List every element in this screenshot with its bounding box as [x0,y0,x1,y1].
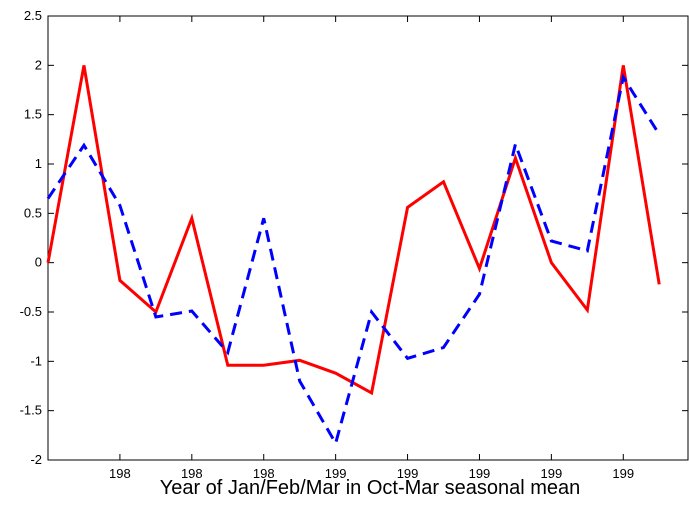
y-tick-label: 1.5 [24,107,42,122]
y-tick-label: 1 [35,156,42,171]
y-tick-label: -2 [30,452,42,467]
plot-frame [47,15,689,461]
y-tick-label: -1.5 [20,403,42,418]
x-axis-label: Year of Jan/Feb/Mar in Oct-Mar seasonal … [160,477,581,499]
x-tick-label: 198 [253,466,275,481]
line-series [46,73,661,448]
x-tick-label: 199 [541,466,563,481]
y-tick-label: 2.5 [24,8,42,23]
x-tick-label: 199 [397,466,419,481]
x-tick-label: 199 [612,466,634,481]
y-tick-label: -0.5 [20,304,42,319]
line-series [46,65,661,396]
x-tick-label: 198 [181,466,203,481]
x-tick-label: 199 [325,466,347,481]
x-tick-label: 199 [469,466,491,481]
x-tick-label: 198 [109,466,131,481]
y-tick-label: 0.5 [24,205,42,220]
y-tick-label: -1 [30,353,42,368]
y-tick-label: 0 [35,255,42,270]
y-tick-label: 2 [35,57,42,72]
